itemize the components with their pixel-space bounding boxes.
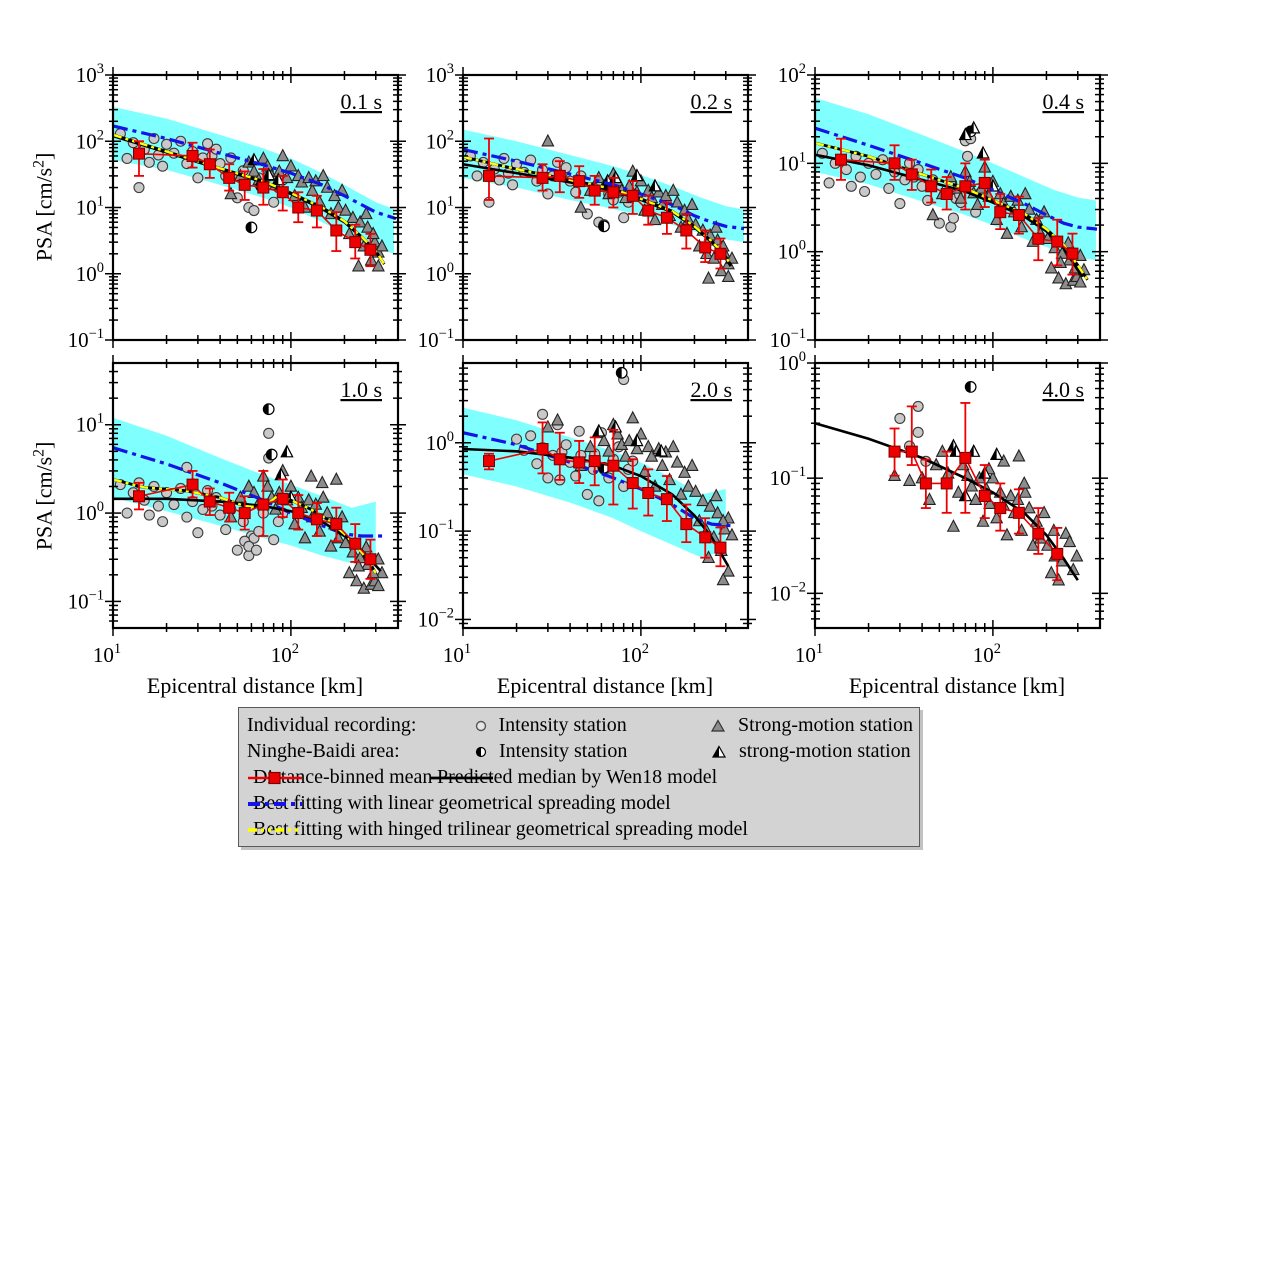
svg-text:103: 103	[76, 61, 104, 87]
panel-period-label: 4.0 s	[1042, 377, 1084, 402]
svg-text:102: 102	[973, 641, 1001, 667]
axis-ticks	[105, 355, 406, 636]
tick-labels: 102 101 100 10−1	[770, 61, 806, 352]
trilinear-fit-line	[113, 478, 377, 574]
legend-row-individual: Individual recording: Intensity station …	[247, 713, 913, 739]
plot-area	[113, 403, 389, 594]
svg-text:100: 100	[426, 429, 454, 455]
legend-trilinear-fit-label: Best fitting with hinged trilinear geome…	[253, 818, 748, 841]
plot-area	[463, 366, 739, 586]
legend-ninghe-label: Ninghe-Baidi area:	[247, 740, 400, 763]
tick-labels: 100 10−1 10−2 101 102	[418, 429, 649, 667]
legend-ninghe-strong-motion-label: strong-motion station	[739, 740, 911, 763]
legend-row-ninghe: Ninghe-Baidi area: Intensity station str…	[247, 739, 913, 765]
binned-mean-series	[132, 470, 377, 580]
svg-text:10−1: 10−1	[418, 517, 454, 543]
panel-0-4-s: 102 101 100 10−1 0.4 s	[770, 61, 1108, 352]
binned-mean-series	[834, 137, 1079, 276]
legend-ninghe-intensity-label: Intensity station	[499, 740, 628, 763]
linear-fit-line	[463, 147, 745, 231]
tick-labels: 100 10−1 10−2 101 102	[770, 349, 1001, 667]
legend-row-trilinear-fit: Best fitting with hinged trilinear geome…	[247, 817, 913, 843]
svg-text:102: 102	[621, 641, 649, 667]
svg-text:102: 102	[778, 61, 806, 87]
y-axis-title-text: PSA [cm/s	[31, 167, 57, 262]
plot-frame	[461, 361, 750, 630]
plot-area	[113, 106, 397, 272]
svg-text:103: 103	[426, 61, 454, 87]
svg-text:101: 101	[76, 411, 104, 437]
panel-1-0-s: 101 100 10−1 101 102 1.0 s	[68, 355, 406, 667]
y-axis-title-close: ]	[31, 152, 57, 161]
axis-ticks	[105, 67, 406, 348]
legend-wen18-label: Predicted median by Wen18 model	[437, 766, 718, 789]
x-axis-title-col1: Epicentral distance [km]	[146, 673, 364, 698]
plot-area	[815, 381, 1084, 586]
legend-strong-motion-label: Strong-motion station	[738, 714, 913, 737]
svg-text:10−2: 10−2	[418, 605, 454, 631]
svg-text:102: 102	[76, 127, 104, 153]
axis-ticks	[455, 355, 756, 636]
binned-mean-series	[888, 402, 1064, 582]
svg-text:101: 101	[426, 194, 454, 220]
axis-ticks	[455, 67, 756, 348]
plot-area	[815, 97, 1098, 290]
legend-individual-label: Individual recording:	[247, 714, 417, 737]
x-axis-title-col2: Epicentral distance [km]	[496, 673, 714, 698]
svg-text:100: 100	[778, 349, 806, 375]
panel-period-label: 0.1 s	[340, 89, 382, 114]
panel-period-label: 2.0 s	[690, 377, 732, 402]
svg-text:101: 101	[443, 641, 471, 667]
binned-mean-series	[482, 137, 727, 270]
plot-area	[463, 129, 745, 284]
svg-text:10−2: 10−2	[770, 579, 806, 605]
svg-text:101: 101	[76, 194, 104, 220]
svg-text:10−1: 10−1	[68, 587, 104, 613]
panel-period-label: 0.2 s	[690, 89, 732, 114]
svg-text:101: 101	[795, 641, 823, 667]
axis-ticks	[807, 67, 1108, 348]
plot-frame	[111, 361, 400, 630]
svg-text:101: 101	[778, 149, 806, 175]
y-axis-title-bottom: PSA [cm/s2]	[30, 441, 57, 551]
panel-2-0-s: 100 10−1 10−2 101 102 2.0 s	[418, 355, 756, 667]
plot-frame	[813, 73, 1102, 342]
y-axis-title-sup: 2	[30, 160, 48, 168]
svg-text:100: 100	[778, 238, 806, 264]
svg-text:102: 102	[271, 641, 299, 667]
scatter-points	[464, 133, 739, 284]
axis-ticks	[807, 355, 1108, 636]
binned-mean-series	[132, 140, 377, 268]
x-axis-title-col3: Epicentral distance [km]	[848, 673, 1066, 698]
panel-period-label: 0.4 s	[1042, 89, 1084, 114]
svg-text:10−1: 10−1	[770, 326, 806, 352]
svg-text:100: 100	[76, 260, 104, 286]
svg-text:102: 102	[426, 127, 454, 153]
svg-text:100: 100	[426, 260, 454, 286]
legend-binned-mean-label: Distance-binned mean	[253, 766, 433, 789]
legend-row-linear-fit: Best fitting with linear geometrical spr…	[247, 791, 913, 817]
panel-period-label: 1.0 s	[340, 377, 382, 402]
panel-4-0-s: 100 10−1 10−2 101 102 4.0 s	[770, 349, 1108, 667]
legend-intensity-label: Intensity station	[498, 714, 627, 737]
legend-row-binned-wen18: Distance-binned mean Predicted median by…	[247, 765, 913, 791]
legend: Individual recording: Intensity station …	[238, 707, 920, 847]
binned-mean-series	[482, 421, 727, 568]
y-axis-title-top: PSA [cm/s2]	[30, 153, 57, 262]
svg-text:100: 100	[76, 499, 104, 525]
svg-text:101: 101	[93, 641, 121, 667]
linear-fit-line	[815, 126, 1098, 231]
linear-fit-line	[113, 124, 397, 221]
svg-text:10−1: 10−1	[770, 464, 806, 490]
legend-linear-fit-label: Best fitting with linear geometrical spr…	[253, 792, 671, 815]
